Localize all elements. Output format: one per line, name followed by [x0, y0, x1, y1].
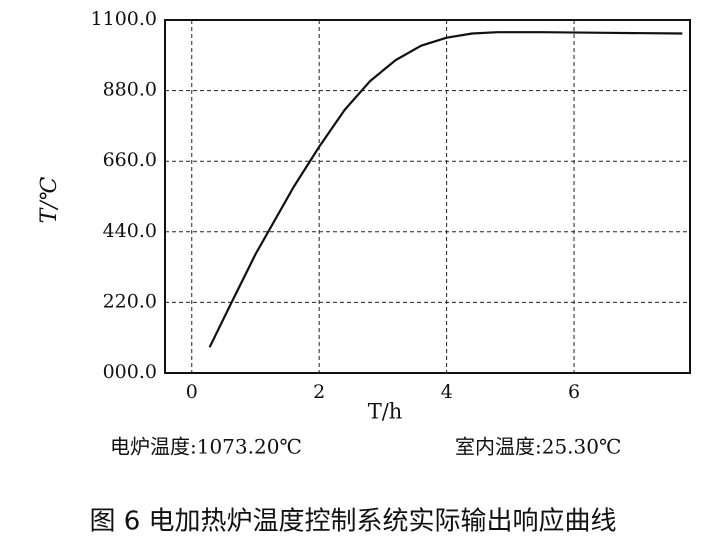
y-tick-label: 880.0	[103, 79, 157, 101]
x-axis-label: T/h	[368, 400, 403, 424]
line-series	[208, 31, 683, 348]
annotation: 电炉温度:1073.20℃	[110, 435, 302, 459]
y-tick-label: 000.0	[103, 361, 157, 383]
annotation: 室内温度:25.30℃	[455, 435, 621, 459]
caption: 图 6 电加热炉温度控制系统实际输出响应曲线	[89, 507, 616, 537]
x-tick-label: 6	[568, 381, 580, 403]
y-tick-label: 440.0	[103, 220, 157, 242]
y-axis-label: T/℃	[37, 176, 62, 223]
x-tick-label: 4	[441, 381, 453, 403]
x-tick-label: 2	[313, 381, 325, 403]
plot-frame	[164, 19, 691, 374]
x-tick-label: 0	[186, 381, 198, 403]
y-tick-label: 660.0	[103, 149, 157, 171]
y-tick-label: 220.0	[103, 290, 157, 312]
y-tick-label: 1100.0	[91, 8, 157, 30]
